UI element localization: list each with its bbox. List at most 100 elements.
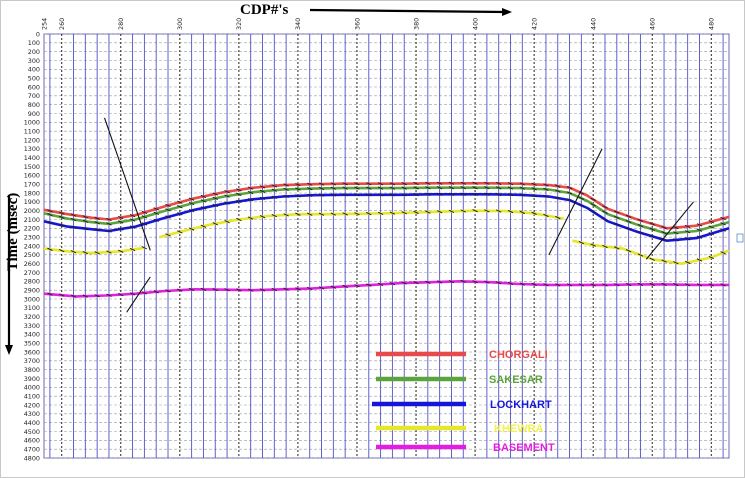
pick-mark xyxy=(295,182,301,187)
pick-mark xyxy=(271,195,278,199)
x-tick-label: 254 xyxy=(40,18,48,30)
pick-mark xyxy=(495,181,502,186)
pick-mark xyxy=(614,215,620,220)
pick-mark xyxy=(354,193,360,197)
pick-mark xyxy=(283,194,289,199)
pick-mark xyxy=(354,284,360,288)
pick-mark xyxy=(720,222,726,226)
y-tick-label: 2600 xyxy=(24,260,40,268)
pick-mark xyxy=(602,205,608,209)
pick-mark xyxy=(614,283,620,287)
pick-mark xyxy=(519,282,526,286)
y-tick-label: 400 xyxy=(28,66,40,74)
pick-mark xyxy=(58,215,65,219)
pick-mark xyxy=(401,281,407,285)
pick-mark xyxy=(354,186,360,190)
pick-mark xyxy=(460,209,466,213)
pick-mark xyxy=(70,294,77,298)
legend-item-basement: BASEMENT xyxy=(376,442,555,454)
pick-mark xyxy=(82,294,89,298)
y-tick-label: 3900 xyxy=(24,375,40,383)
pick-mark xyxy=(684,260,691,265)
pick-mark xyxy=(118,249,124,253)
pick-mark xyxy=(307,193,313,197)
pick-mark xyxy=(425,192,431,197)
pick-mark xyxy=(673,225,679,230)
pick-mark xyxy=(70,213,77,217)
y-tick-label: 700 xyxy=(28,92,40,100)
pick-mark xyxy=(259,215,266,219)
pick-mark xyxy=(590,203,596,207)
y-tick-labels: 0100200300400500600700800900100011001200… xyxy=(24,30,40,462)
cdp-arrow xyxy=(309,8,512,16)
pick-mark xyxy=(200,224,207,228)
pick-mark xyxy=(425,210,431,214)
y-tick-label: 1700 xyxy=(24,180,40,188)
pick-mark xyxy=(307,286,313,291)
pick-mark xyxy=(708,283,715,287)
pick-mark xyxy=(318,193,325,197)
pick-mark xyxy=(566,186,573,190)
pick-mark xyxy=(70,217,77,222)
pick-mark xyxy=(614,246,620,250)
pick-mark xyxy=(236,188,242,192)
y-tick-label: 1800 xyxy=(24,189,40,197)
fault-line xyxy=(126,276,151,313)
pick-mark xyxy=(590,283,596,287)
y-tick-label: 4800 xyxy=(24,454,40,462)
pick-mark xyxy=(82,219,89,223)
pick-mark xyxy=(129,292,136,296)
pick-mark xyxy=(602,217,608,222)
pick-mark xyxy=(366,186,372,190)
pick-mark xyxy=(188,227,195,231)
y-tick-label: 900 xyxy=(28,110,40,118)
pick-mark xyxy=(118,215,124,220)
legend-label: LOCKHART xyxy=(490,399,552,411)
fault-line xyxy=(548,148,603,256)
pick-mark xyxy=(129,213,136,218)
pick-mark xyxy=(177,200,183,204)
pick-mark xyxy=(141,222,148,226)
pick-mark xyxy=(141,246,148,250)
x-tick-label: 360 xyxy=(353,18,361,30)
time-arrow xyxy=(5,195,13,355)
pick-mark xyxy=(271,188,278,192)
pick-mark xyxy=(519,193,526,197)
y-tick-label: 2000 xyxy=(24,207,40,215)
y-tick-label: 1900 xyxy=(24,198,40,206)
pick-mark xyxy=(578,283,585,287)
pick-mark xyxy=(82,226,89,231)
pick-mark xyxy=(354,182,360,186)
pick-mark xyxy=(555,283,561,287)
legend-label: KHEWRA xyxy=(494,423,544,435)
pick-mark xyxy=(519,186,526,190)
x-tick-label: 440 xyxy=(589,18,597,30)
pick-mark xyxy=(259,288,266,292)
pick-mark xyxy=(153,218,159,223)
pick-mark xyxy=(472,192,478,196)
pick-mark xyxy=(413,210,419,215)
pick-mark xyxy=(318,286,325,290)
pick-mark xyxy=(472,186,478,190)
pick-mark xyxy=(696,235,703,239)
y-tick-label: 3000 xyxy=(24,295,40,303)
pick-mark xyxy=(153,211,159,215)
pick-mark xyxy=(106,293,112,297)
pick-mark xyxy=(484,209,490,213)
pick-mark xyxy=(625,227,632,231)
pick-mark xyxy=(484,186,490,190)
pick-mark xyxy=(555,189,561,193)
series-lockhart xyxy=(43,192,730,242)
x-tick-label: 400 xyxy=(471,18,479,30)
pick-mark xyxy=(614,222,620,227)
fault-line xyxy=(645,201,694,260)
pick-mark xyxy=(354,212,360,216)
pick-mark xyxy=(330,193,337,197)
resize-handle[interactable] xyxy=(736,233,744,243)
pick-mark xyxy=(472,209,478,213)
pick-mark xyxy=(212,222,218,226)
pick-mark xyxy=(720,228,726,232)
pick-mark xyxy=(118,220,124,224)
pick-mark xyxy=(425,186,431,190)
y-tick-label: 2500 xyxy=(24,251,40,259)
